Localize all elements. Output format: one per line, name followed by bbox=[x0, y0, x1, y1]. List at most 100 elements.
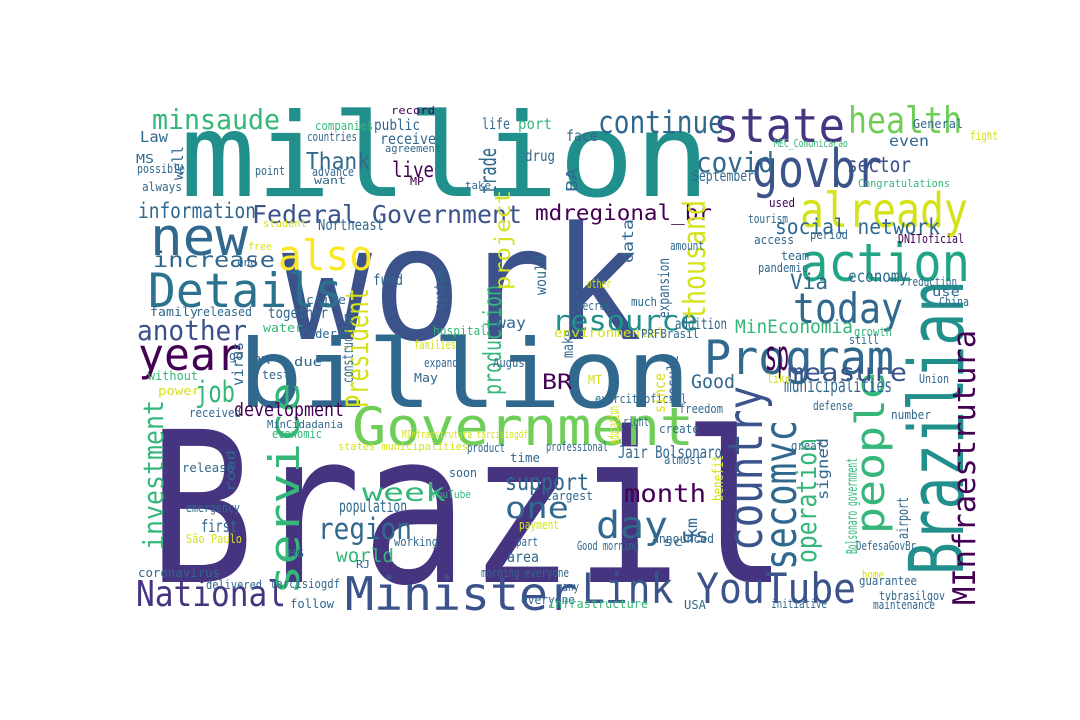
word-student: student bbox=[263, 218, 308, 230]
word-may: May bbox=[414, 370, 439, 385]
word-first: first bbox=[201, 516, 238, 536]
word-area: area bbox=[507, 549, 540, 566]
word-federal: Federal bbox=[301, 326, 351, 341]
word-maintenance: maintenance bbox=[873, 597, 935, 612]
word-production: production bbox=[478, 285, 507, 395]
word-general: General bbox=[913, 116, 963, 131]
word-union: Union bbox=[919, 371, 949, 386]
word-access: access bbox=[754, 232, 794, 247]
word-countries: countries bbox=[307, 129, 358, 144]
word-defesagovbr: DefesaGovBr bbox=[856, 538, 916, 553]
word-billion: billion bbox=[238, 320, 691, 430]
word-link-youtube: Link YouTube bbox=[582, 564, 857, 613]
word-team: team bbox=[781, 248, 810, 263]
word-many: many bbox=[557, 579, 579, 594]
word-receive: receive bbox=[380, 131, 437, 148]
word-brazil: Brazil bbox=[148, 387, 789, 632]
word-health: health bbox=[848, 99, 963, 142]
word-tarcisiogdf: tarcisiogdf bbox=[270, 576, 340, 591]
word-record: record bbox=[391, 105, 436, 117]
word-much: much bbox=[631, 294, 658, 309]
word-result: result bbox=[665, 354, 682, 403]
word-great: great bbox=[791, 438, 824, 453]
word-km: km bbox=[684, 517, 701, 538]
word-life: life bbox=[482, 116, 511, 133]
word-working: working bbox=[394, 534, 439, 549]
word-water: water bbox=[263, 320, 304, 335]
word-growth: growth bbox=[854, 324, 892, 339]
word-thank: Thank bbox=[306, 149, 371, 175]
word-year: year bbox=[138, 330, 242, 381]
word-via: Via bbox=[790, 270, 829, 294]
word-mp: MP bbox=[410, 176, 425, 188]
word-largest: largest bbox=[545, 488, 593, 503]
word-construction: construction bbox=[340, 312, 357, 383]
word-job: job bbox=[195, 375, 236, 409]
word-data: data bbox=[620, 218, 637, 263]
word-mg: MG bbox=[288, 548, 305, 560]
word-end: end bbox=[237, 257, 258, 269]
word-still: still bbox=[849, 332, 879, 347]
word-families: families bbox=[414, 337, 456, 352]
word-minsaude: minsaude bbox=[152, 105, 281, 136]
word-hospital: hospital bbox=[433, 323, 487, 338]
word-minfraestrutura-tarcisiogdf: MInfraestrutura tarcisiogdf bbox=[402, 429, 528, 441]
word-due: due bbox=[294, 354, 323, 369]
word-tourism: tourism bbox=[748, 211, 789, 226]
word-investment: investment bbox=[139, 399, 170, 550]
word-social-network: social network bbox=[775, 215, 940, 239]
word-port: port bbox=[518, 116, 552, 133]
word-possible: possible bbox=[137, 161, 185, 176]
word-face: face bbox=[566, 128, 599, 145]
word-one: one bbox=[505, 491, 570, 525]
word-public: public bbox=[374, 117, 421, 134]
word-drug: drug bbox=[525, 148, 555, 165]
word-population: population bbox=[339, 496, 408, 516]
word-municipalities: municipalities bbox=[784, 375, 892, 397]
word-pr: PR bbox=[252, 355, 271, 367]
word-even: even bbox=[889, 133, 930, 150]
word-prfbrasil: PRFBrasil bbox=[641, 326, 700, 341]
word-agreement: agreement bbox=[385, 143, 441, 155]
word-week: week bbox=[362, 478, 447, 507]
word-education: education bbox=[606, 406, 623, 444]
word-month: month bbox=[624, 479, 706, 508]
word-mineconomia: MinEconomia bbox=[735, 316, 853, 338]
word-economic: economic bbox=[272, 426, 322, 441]
word-sao-paulo: São Paulo bbox=[186, 531, 243, 546]
word-take: take bbox=[465, 180, 492, 192]
word-world: world bbox=[336, 545, 395, 567]
word-government: Government bbox=[352, 397, 694, 458]
word-right: right bbox=[623, 414, 650, 429]
word-emergency: emergency bbox=[186, 500, 240, 515]
word-almost: almost bbox=[664, 452, 702, 467]
word-tvbrasilgov: tvbrasilgov bbox=[879, 588, 945, 603]
word-mt: MT bbox=[588, 372, 603, 387]
word-like: like bbox=[767, 371, 792, 386]
word-follow: follow bbox=[290, 596, 334, 611]
word-test: test bbox=[262, 367, 291, 382]
word-ms: MS bbox=[136, 151, 155, 166]
word-another: another bbox=[137, 316, 247, 347]
word-economy: economy bbox=[848, 266, 908, 286]
word-national: National bbox=[136, 574, 287, 615]
word-freedom: freedom bbox=[679, 401, 724, 416]
word-action: action bbox=[800, 233, 970, 294]
word-announced: announced bbox=[652, 531, 715, 546]
word-august: August bbox=[493, 355, 531, 370]
word-also: also bbox=[278, 231, 373, 280]
word-thousand: thousand bbox=[677, 199, 713, 320]
word-period: period bbox=[810, 227, 848, 242]
word-sc: sc bbox=[663, 534, 684, 549]
word-northeast: Northeast bbox=[318, 217, 384, 234]
word-delivered: delivered bbox=[206, 577, 263, 592]
word-power: power bbox=[158, 383, 201, 398]
word-road: road bbox=[223, 449, 238, 492]
word-br: BR bbox=[542, 370, 573, 394]
word-reduction: reduction bbox=[907, 274, 958, 289]
word-work: work bbox=[282, 194, 642, 377]
word-used: used bbox=[769, 195, 796, 210]
word-benefit: benefit bbox=[710, 455, 727, 501]
word-free: free bbox=[248, 241, 273, 253]
